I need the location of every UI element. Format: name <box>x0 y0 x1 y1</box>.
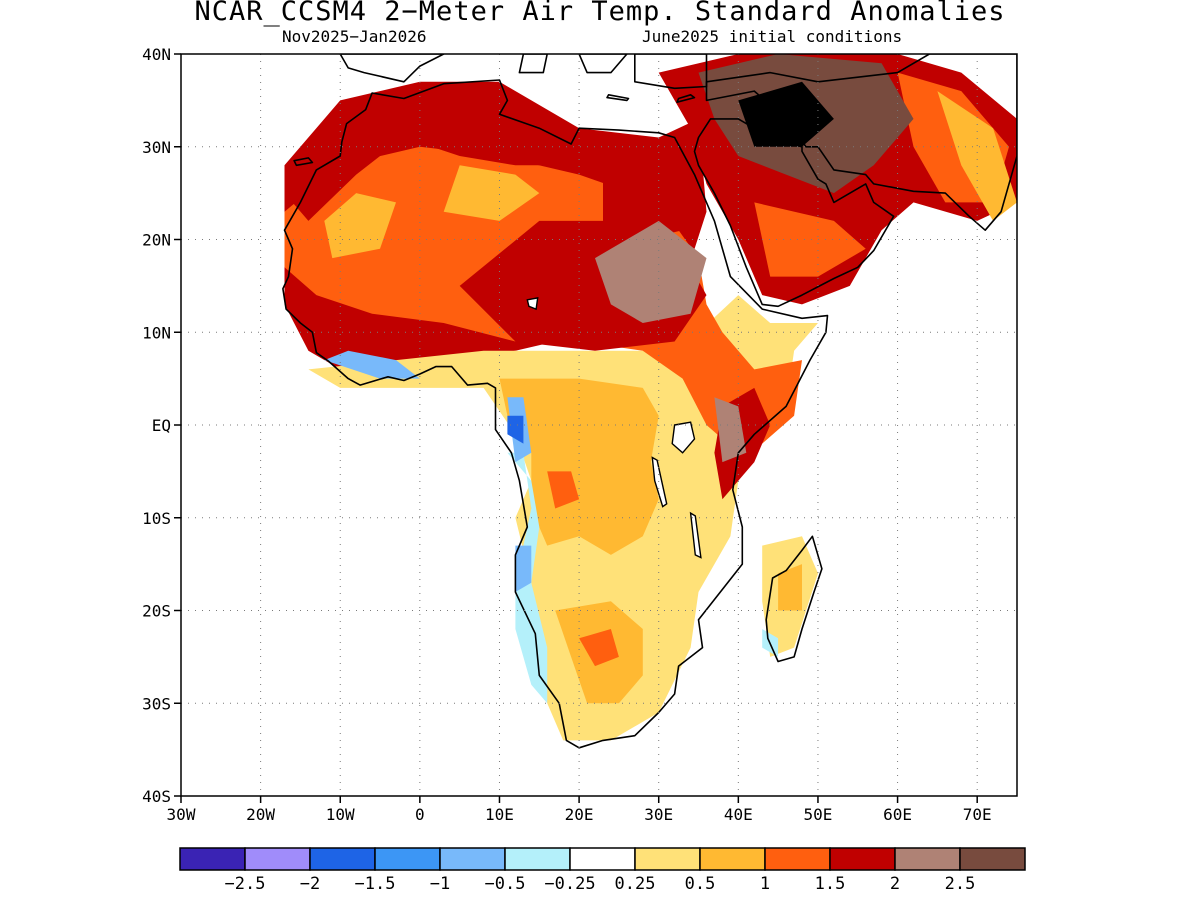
lat-tick-label: 40S <box>142 787 171 806</box>
colorbar-swatch <box>244 847 311 871</box>
colorbar-label: 0.5 <box>685 874 716 894</box>
coastline-iran-asia <box>705 54 1017 231</box>
initial-conditions-label: June2025 initial conditions <box>642 27 903 46</box>
lon-tick-label: 20W <box>246 805 275 824</box>
coastline-madagascar <box>765 535 823 663</box>
anomaly-region-18 <box>324 350 420 379</box>
anomaly-region-13 <box>595 220 707 323</box>
color-legend: −2.5 −2 −1.5 −1 −0.5 −0.25 0.25 0.5 1 1.5 2 2.5 <box>179 847 1026 894</box>
colorbar-swatch <box>634 847 701 871</box>
anomaly-region-5 <box>547 471 580 509</box>
lon-tick-label: 40E <box>724 805 753 824</box>
colorbar-label: −1.5 <box>355 874 396 894</box>
colorbar-swatch <box>439 847 506 871</box>
colorbar-swatch <box>309 847 376 871</box>
colorbar-label: −0.25 <box>544 874 595 894</box>
colorbar-swatch <box>569 847 636 871</box>
lon-tick-label: 50E <box>803 805 832 824</box>
coastline-greece-turkey <box>578 54 628 74</box>
colorbar-swatch <box>829 847 896 871</box>
anomaly-region-2 <box>499 378 659 555</box>
lake-malawi <box>689 511 702 559</box>
coastline-cyprus <box>676 94 696 103</box>
lon-tick-label: 10E <box>485 805 514 824</box>
colorbar-label: −2.5 <box>225 874 266 894</box>
colorbar-label: 2 <box>890 874 900 894</box>
coastline-crete <box>606 94 630 102</box>
lon-tick-label: 60E <box>883 805 912 824</box>
lat-tick-label: EQ <box>152 416 171 435</box>
forecast-period-label: Nov2025−Jan2026 <box>282 27 427 46</box>
colorbar-label: 1.5 <box>815 874 846 894</box>
colorbar-label: 0.25 <box>615 874 656 894</box>
lat-tick-label: 40N <box>142 45 171 64</box>
lon-tick-label: 0 <box>415 805 425 824</box>
lat-tick-label: 20N <box>142 231 171 250</box>
colorbar-label: 2.5 <box>945 874 976 894</box>
anomaly-region-9 <box>284 91 564 221</box>
colorbar-swatch <box>179 847 246 871</box>
colorbar-label: −0.5 <box>485 874 526 894</box>
anomaly-region-16 <box>778 564 802 611</box>
lake-victoria <box>671 421 696 454</box>
colorbar-label: 1 <box>760 874 770 894</box>
anomaly-region-26 <box>937 91 1017 221</box>
coastline-arabia <box>693 118 895 308</box>
coastline-anatolia <box>633 54 708 90</box>
lon-tick-label: 30E <box>644 805 673 824</box>
colorbar-label: −2 <box>300 874 320 894</box>
lat-tick-label: 10S <box>142 509 171 528</box>
colorbar-swatch <box>504 847 571 871</box>
lon-tick-label: 10W <box>326 805 355 824</box>
map-title: NCAR_CCSM4 2−Meter Air Temp. Standard An… <box>194 0 1006 27</box>
anomaly-region-24 <box>754 202 866 277</box>
grid-layer <box>181 54 1017 796</box>
anomaly-region-10 <box>603 146 691 240</box>
coastline-africa <box>282 79 829 749</box>
anomaly-region-21 <box>507 415 524 444</box>
lake-chad <box>526 297 539 311</box>
coastline-mediterranean-north <box>339 54 445 83</box>
colorbar-swatch <box>764 847 831 871</box>
anomaly-region-4 <box>579 629 619 667</box>
anomaly-region-8 <box>324 193 396 259</box>
anomaly-region-7 <box>443 165 540 221</box>
anomaly-region-22 <box>515 545 532 592</box>
lat-tick-label: 30S <box>142 694 171 713</box>
lat-tick-label: 20S <box>142 602 171 621</box>
lat-tick-label: 10N <box>142 323 171 342</box>
colorbar-swatch <box>699 847 766 871</box>
lake-tanganyika <box>651 456 668 508</box>
coastline-italy-sicily <box>518 54 549 74</box>
land-layer <box>282 54 1017 749</box>
colorbar-swatch <box>374 847 441 871</box>
anomaly-region-14 <box>714 397 747 463</box>
colorbar-swatch <box>959 847 1026 871</box>
lat-tick-label: 30N <box>142 138 171 157</box>
lon-tick-label: 20E <box>565 805 594 824</box>
coastline-canary-islands <box>293 157 314 167</box>
lon-tick-label: 30W <box>167 805 196 824</box>
colorbar-label: −1 <box>430 874 450 894</box>
colorbar-swatch <box>894 847 961 871</box>
lon-tick-label: 70E <box>963 805 992 824</box>
